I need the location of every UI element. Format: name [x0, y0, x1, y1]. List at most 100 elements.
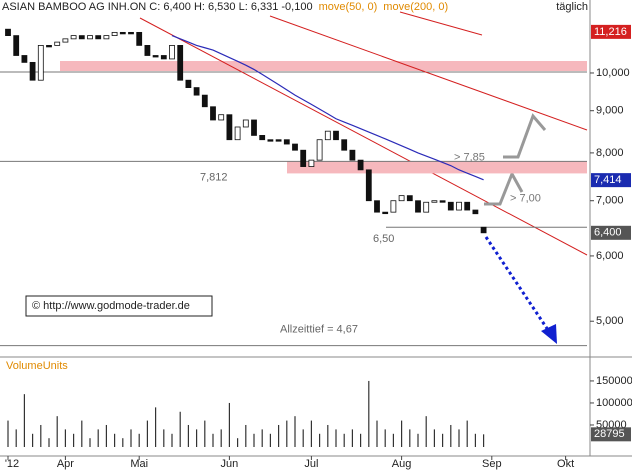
- x-tick-label: Jul: [304, 458, 318, 470]
- candle: [251, 119, 257, 136]
- candle: [119, 31, 126, 35]
- target-arrow: [503, 113, 547, 159]
- candle: [242, 119, 249, 128]
- candle: [456, 201, 462, 211]
- candle: [54, 41, 61, 46]
- candle: [341, 139, 348, 151]
- candle: [423, 201, 430, 213]
- volume-tick-label: 150000: [596, 375, 632, 387]
- y-tick-label: 10,000: [596, 67, 630, 79]
- y-tick-label: 9,000: [596, 105, 624, 117]
- x-tick-label: Jun: [221, 458, 239, 470]
- candle: [218, 114, 225, 121]
- candle: [128, 31, 134, 35]
- candle: [333, 130, 339, 141]
- price-tag: [591, 225, 631, 240]
- candle: [226, 114, 233, 141]
- target-label: > 7,85: [454, 152, 485, 164]
- price-tag-label: 11,216: [594, 26, 627, 38]
- candle: [103, 35, 110, 40]
- candle: [136, 31, 143, 46]
- candle: [144, 45, 151, 56]
- candle: [308, 159, 315, 167]
- candle: [95, 35, 102, 40]
- trend-line: [399, 11, 483, 36]
- candle: [357, 159, 364, 171]
- price-tag: [591, 173, 631, 188]
- resistance-zone: [60, 61, 587, 71]
- candle: [5, 28, 11, 36]
- source-label: © http://www.godmode-trader.de: [32, 300, 190, 312]
- candle: [431, 200, 438, 203]
- candle: [267, 139, 274, 142]
- candle: [62, 38, 69, 43]
- candle: [13, 35, 20, 56]
- y-tick-label: 7,000: [596, 195, 624, 207]
- price-tag: [591, 24, 631, 39]
- candle: [152, 55, 159, 58]
- period-label: täglich: [556, 1, 588, 13]
- candle: [160, 55, 167, 60]
- candle: [177, 45, 184, 81]
- forecast-arrow: [484, 236, 550, 331]
- candle: [292, 143, 298, 151]
- forecast-arrowhead: [541, 324, 557, 344]
- candle: [46, 45, 52, 48]
- volume-tag-label: 28795: [594, 428, 625, 440]
- x-tick-label: Sep: [482, 458, 502, 470]
- indicator-label: move(50, 0): [319, 1, 378, 13]
- y-tick-label: 8,000: [596, 147, 624, 159]
- candle: [70, 35, 77, 40]
- support-zone: [287, 161, 587, 174]
- y-tick-label: 6,000: [596, 250, 624, 262]
- candle: [390, 200, 397, 213]
- candle: [21, 55, 28, 63]
- candle: [300, 149, 307, 167]
- level-label: Allzeittief = 4,67: [280, 324, 358, 336]
- candle: [78, 35, 85, 40]
- candle: [472, 209, 479, 215]
- candle: [365, 169, 372, 202]
- candle: [259, 135, 266, 141]
- candle: [406, 195, 413, 202]
- candle: [234, 126, 241, 141]
- candle: [201, 94, 208, 108]
- level-label: 6,50: [373, 233, 394, 245]
- volume-tick-label: 100000: [596, 397, 632, 409]
- candle: [193, 87, 200, 96]
- source-box: [25, 295, 213, 317]
- candle: [324, 130, 331, 141]
- candle: [283, 139, 290, 145]
- chart-title: ASIAN BAMBOO AG INH.ON C: 6,400 H: 6,530…: [2, 1, 313, 13]
- x-tick-label: Okt: [557, 458, 574, 470]
- candle: [87, 35, 93, 40]
- candle: [37, 45, 44, 81]
- candle: [316, 139, 323, 161]
- candle: [480, 226, 487, 234]
- trend-line: [269, 15, 588, 131]
- x-tick-label: Mai: [130, 458, 148, 470]
- candle: [398, 195, 405, 202]
- volume-label: VolumeUnits: [6, 360, 68, 372]
- candle: [275, 139, 282, 142]
- candle: [374, 200, 380, 213]
- price-tag-label: 7,414: [594, 174, 622, 186]
- candle: [185, 79, 192, 88]
- level-label: 7,812: [200, 171, 228, 183]
- moving-average: [171, 35, 484, 181]
- x-tick-label: Apr: [57, 458, 74, 470]
- candle: [447, 201, 454, 211]
- candle: [464, 201, 471, 211]
- candle: [29, 61, 36, 81]
- price-tag-label: 6,400: [594, 227, 622, 239]
- candle: [111, 31, 118, 36]
- x-tick-label: Aug: [392, 458, 412, 470]
- candle: [349, 149, 356, 161]
- candle: [210, 106, 216, 121]
- target-label: > 7,00: [510, 193, 541, 205]
- trend-line: [139, 17, 588, 256]
- candle: [169, 45, 175, 60]
- indicator-label: move(200, 0): [383, 1, 448, 13]
